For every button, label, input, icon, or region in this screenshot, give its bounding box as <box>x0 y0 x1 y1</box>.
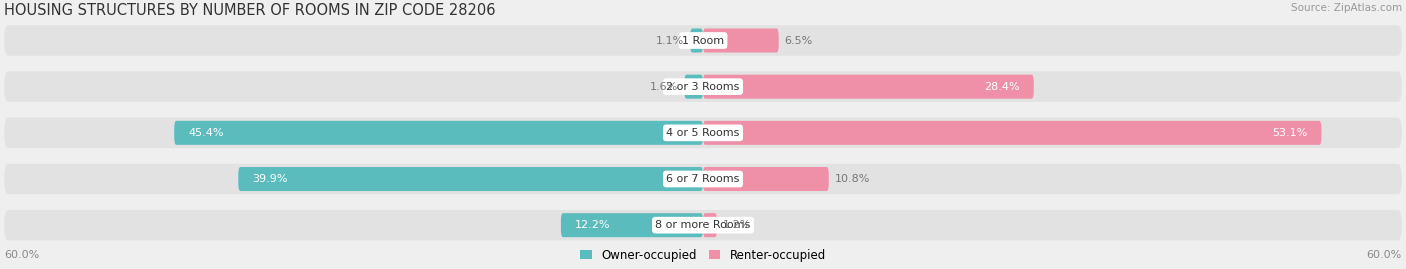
Text: 6 or 7 Rooms: 6 or 7 Rooms <box>666 174 740 184</box>
Text: 1.6%: 1.6% <box>651 82 679 92</box>
FancyBboxPatch shape <box>703 167 828 191</box>
FancyBboxPatch shape <box>561 213 703 237</box>
Text: 1 Room: 1 Room <box>682 36 724 45</box>
FancyBboxPatch shape <box>703 121 1322 145</box>
Text: 4 or 5 Rooms: 4 or 5 Rooms <box>666 128 740 138</box>
Text: 60.0%: 60.0% <box>4 250 39 260</box>
Text: 6.5%: 6.5% <box>785 36 813 45</box>
FancyBboxPatch shape <box>238 167 703 191</box>
Text: HOUSING STRUCTURES BY NUMBER OF ROOMS IN ZIP CODE 28206: HOUSING STRUCTURES BY NUMBER OF ROOMS IN… <box>4 3 496 18</box>
Text: 39.9%: 39.9% <box>252 174 288 184</box>
Text: 10.8%: 10.8% <box>835 174 870 184</box>
Text: 1.2%: 1.2% <box>723 220 751 230</box>
FancyBboxPatch shape <box>4 72 1402 102</box>
Legend: Owner-occupied, Renter-occupied: Owner-occupied, Renter-occupied <box>575 244 831 267</box>
FancyBboxPatch shape <box>4 164 1402 194</box>
FancyBboxPatch shape <box>703 29 779 52</box>
Text: 12.2%: 12.2% <box>575 220 610 230</box>
FancyBboxPatch shape <box>4 118 1402 148</box>
Text: 60.0%: 60.0% <box>1367 250 1402 260</box>
FancyBboxPatch shape <box>4 25 1402 56</box>
Text: 1.1%: 1.1% <box>657 36 685 45</box>
Text: 28.4%: 28.4% <box>984 82 1019 92</box>
Text: 53.1%: 53.1% <box>1272 128 1308 138</box>
FancyBboxPatch shape <box>685 75 703 99</box>
FancyBboxPatch shape <box>703 213 717 237</box>
FancyBboxPatch shape <box>4 210 1402 240</box>
FancyBboxPatch shape <box>690 29 703 52</box>
FancyBboxPatch shape <box>703 75 1033 99</box>
Text: 45.4%: 45.4% <box>188 128 224 138</box>
Text: 2 or 3 Rooms: 2 or 3 Rooms <box>666 82 740 92</box>
FancyBboxPatch shape <box>174 121 703 145</box>
Text: 8 or more Rooms: 8 or more Rooms <box>655 220 751 230</box>
Text: Source: ZipAtlas.com: Source: ZipAtlas.com <box>1291 3 1402 13</box>
